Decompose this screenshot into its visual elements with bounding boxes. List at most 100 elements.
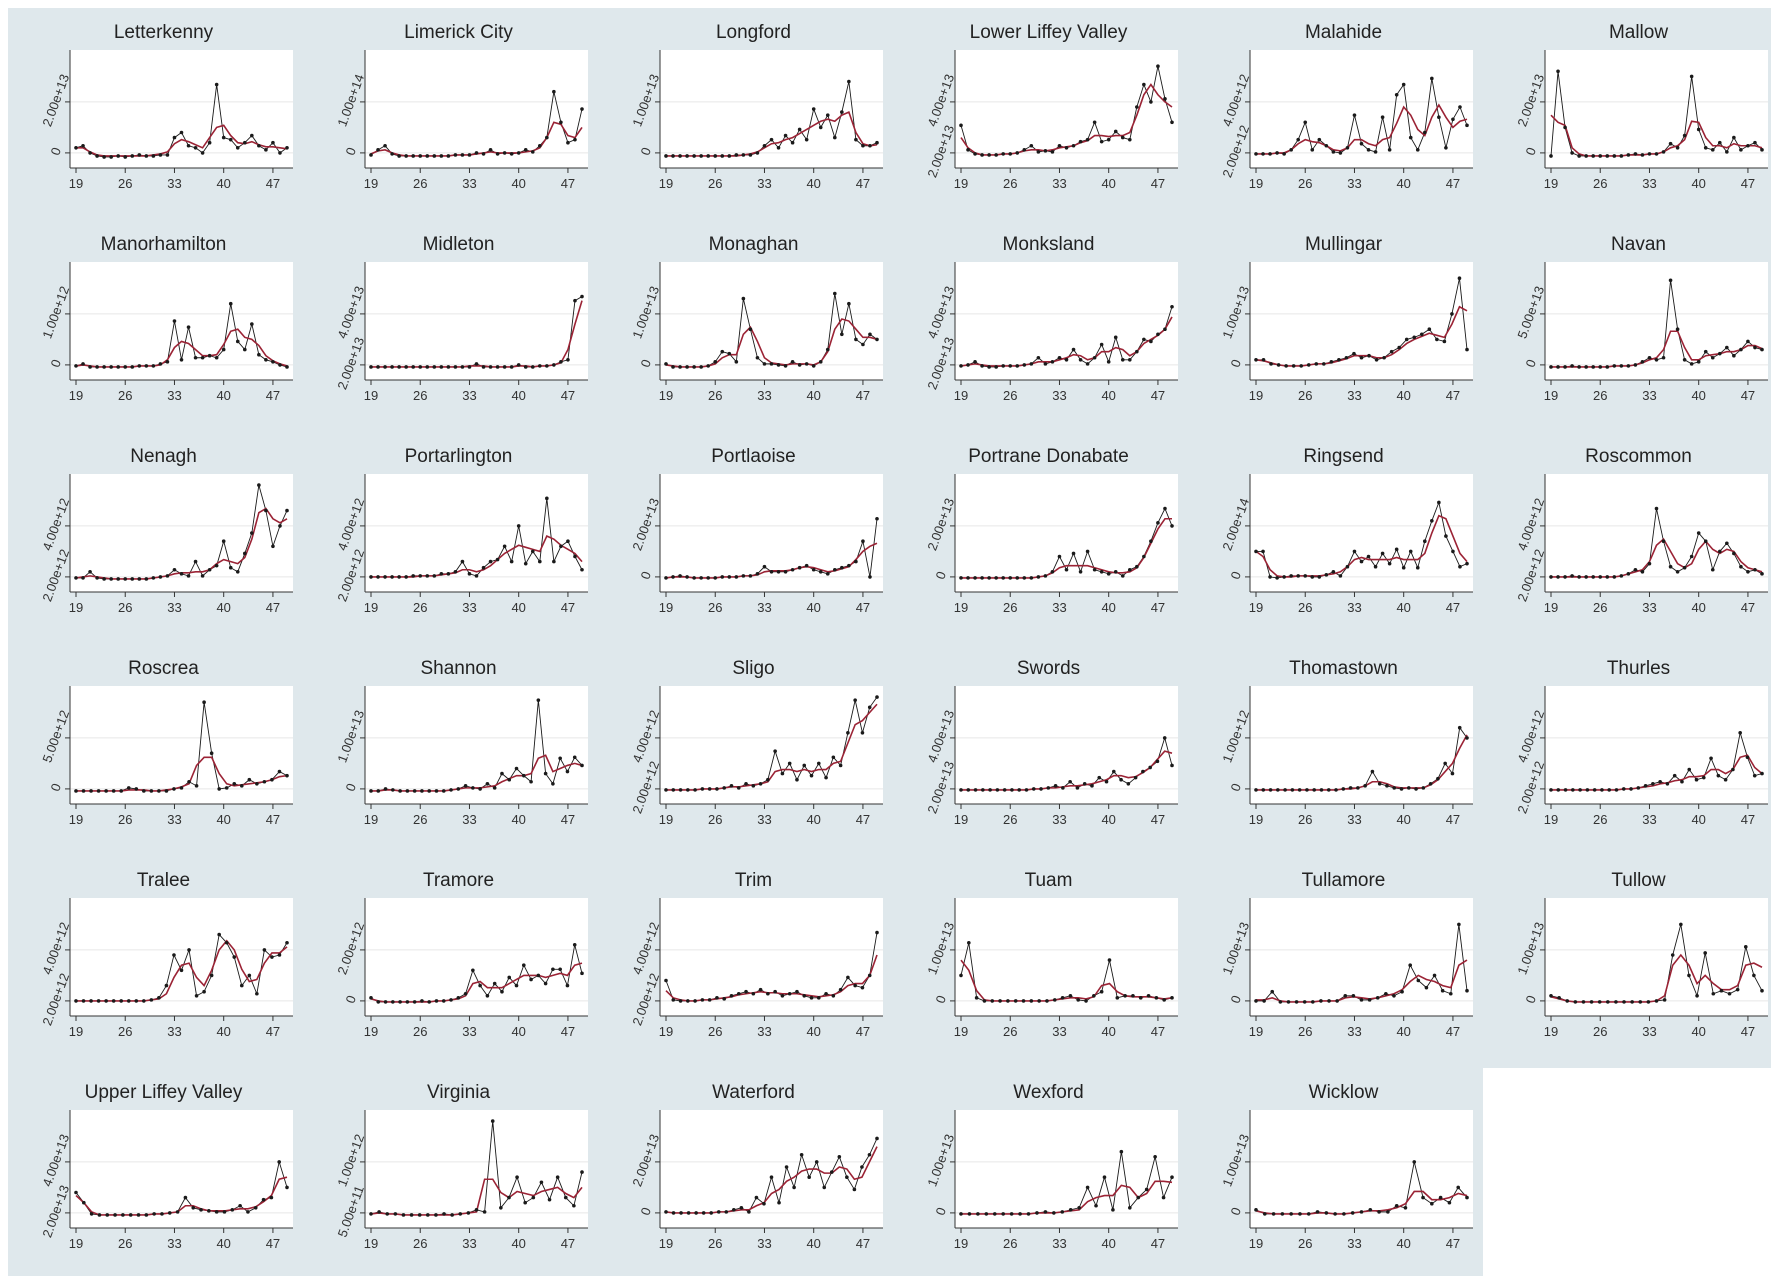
data-point <box>144 364 149 368</box>
data-point <box>432 154 437 158</box>
data-point <box>514 766 519 771</box>
data-point <box>692 154 696 158</box>
data-point <box>1630 1000 1634 1004</box>
data-point <box>81 576 85 580</box>
x-tick-label: 19 <box>69 600 83 615</box>
x-tick-label: 47 <box>1446 1236 1460 1251</box>
data-point <box>109 155 113 159</box>
data-point <box>845 1175 849 1179</box>
x-tick-label: 19 <box>659 176 673 191</box>
data-point <box>748 153 753 157</box>
plot-area <box>365 686 588 804</box>
data-point <box>481 565 486 570</box>
data-point <box>401 1213 406 1217</box>
x-tick-label: 19 <box>1249 176 1263 191</box>
plot-area <box>1250 686 1473 804</box>
data-point <box>1570 574 1574 578</box>
data-point <box>391 1000 395 1004</box>
data-point <box>686 999 690 1003</box>
x-tick-label: 19 <box>954 600 968 615</box>
data-point <box>777 1200 781 1205</box>
data-point <box>1076 998 1081 1002</box>
data-point <box>982 999 987 1003</box>
x-tick-label: 40 <box>1396 388 1410 403</box>
data-point <box>1675 146 1680 150</box>
data-point <box>1303 574 1308 578</box>
data-point <box>88 570 92 574</box>
data-point <box>187 948 191 952</box>
data-point <box>1085 362 1090 366</box>
x-tick-label: 33 <box>167 1024 181 1039</box>
x-tick-label: 40 <box>216 1236 230 1251</box>
y-tick-label: 0 <box>342 145 359 157</box>
x-tick-label: 40 <box>216 176 230 191</box>
data-point <box>507 975 512 980</box>
data-point <box>1430 76 1434 81</box>
data-point <box>1333 1212 1337 1216</box>
data-point <box>1092 120 1097 125</box>
panel-title: Portlaoise <box>711 446 796 467</box>
y-tick-label: 0 <box>342 993 359 1005</box>
data-point <box>1078 139 1083 144</box>
data-point <box>1068 779 1072 784</box>
data-point <box>246 1210 250 1214</box>
data-point <box>194 784 199 788</box>
data-point <box>264 148 268 152</box>
data-point <box>521 963 526 967</box>
data-point <box>193 355 198 360</box>
data-point <box>376 789 381 793</box>
data-point <box>434 789 439 793</box>
data-point <box>706 364 710 368</box>
data-point <box>707 998 712 1002</box>
data-point <box>1711 991 1716 996</box>
data-point <box>521 773 526 778</box>
x-tick-label: 26 <box>413 812 427 827</box>
data-point <box>1437 115 1441 119</box>
data-point <box>580 567 584 572</box>
data-point <box>96 789 101 793</box>
data-point <box>720 154 725 158</box>
data-point <box>1128 358 1132 362</box>
data-point <box>833 567 837 572</box>
data-point <box>1710 148 1715 152</box>
data-point <box>109 365 113 369</box>
data-point <box>209 973 214 978</box>
data-point <box>175 1210 180 1214</box>
data-point <box>868 575 872 579</box>
data-point <box>724 1210 729 1214</box>
panel-title: Roscrea <box>128 658 199 679</box>
data-point <box>1057 143 1062 148</box>
data-point <box>1432 973 1437 978</box>
data-point <box>1071 347 1076 352</box>
data-point <box>732 1208 736 1212</box>
smoothed-series-line <box>960 959 1173 1002</box>
data-point <box>191 1206 196 1210</box>
data-point <box>1718 549 1722 554</box>
data-point <box>116 577 120 581</box>
data-point <box>751 784 756 788</box>
data-point <box>404 154 408 158</box>
x-tick-label: 40 <box>1691 176 1705 191</box>
data-point <box>1394 1203 1399 1208</box>
data-point <box>1043 149 1048 153</box>
x-tick-label: 47 <box>856 600 870 615</box>
data-point <box>427 789 432 793</box>
data-point <box>478 787 482 791</box>
data-point <box>699 576 703 580</box>
data-point <box>1021 999 1026 1003</box>
data-point <box>1135 564 1139 569</box>
data-point <box>1291 364 1296 368</box>
data-point <box>987 365 991 369</box>
data-point <box>1373 150 1378 154</box>
data-point <box>1031 787 1036 791</box>
data-point <box>868 332 872 337</box>
data-point <box>82 1200 86 1205</box>
data-point <box>441 789 446 793</box>
data-point <box>694 1211 698 1215</box>
data-point <box>411 154 416 158</box>
data-point <box>1050 570 1055 574</box>
data-point <box>734 360 739 364</box>
data-point <box>831 755 836 760</box>
data-point <box>1392 786 1397 790</box>
